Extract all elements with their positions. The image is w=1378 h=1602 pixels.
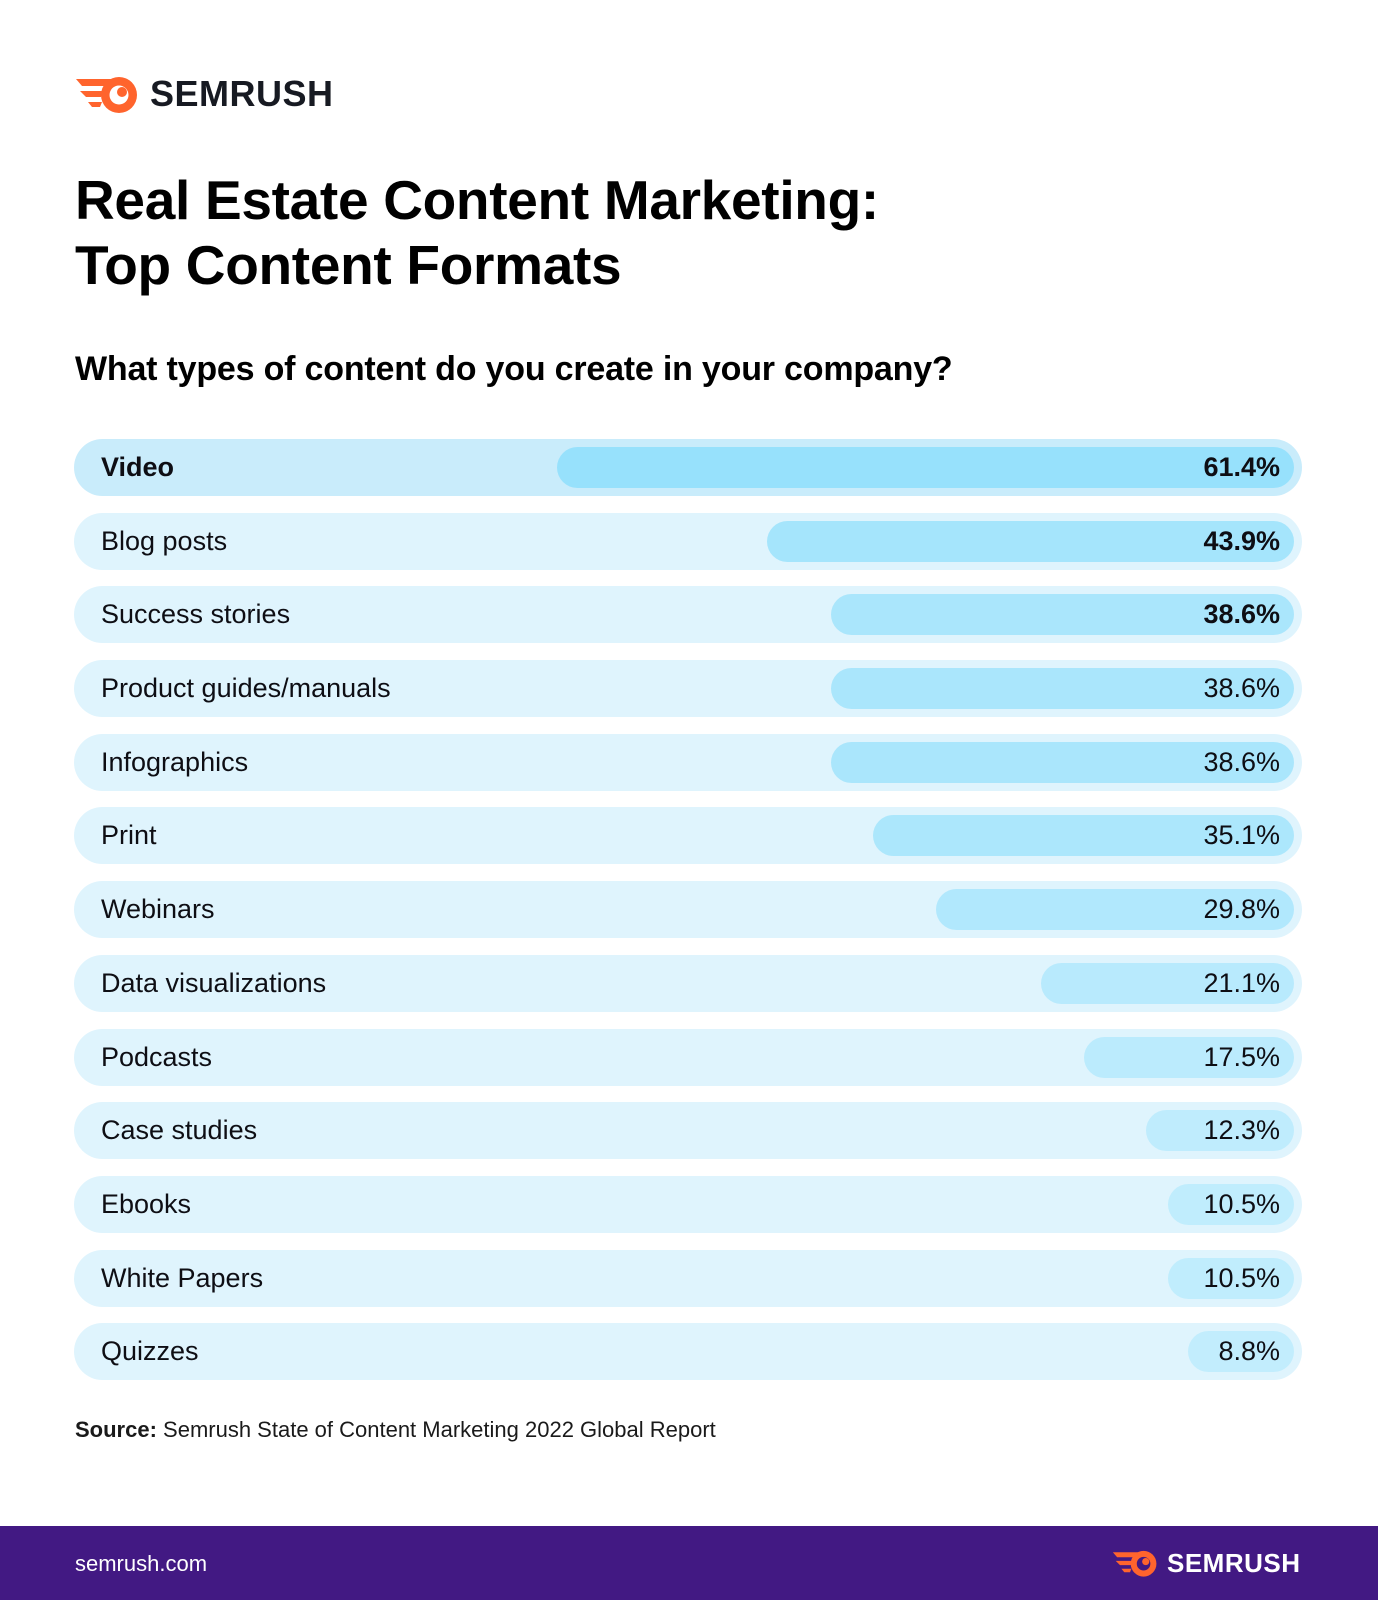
footer-brand-name: SEMRUSH — [1167, 1547, 1301, 1578]
bar-row: Data visualizations 21.1% — [74, 954, 1302, 1012]
bar-value-label: 10.5% — [1203, 1188, 1280, 1219]
bar-chart: Video 61.4% Blog posts 43.9% Success stories… — [74, 439, 1302, 1397]
bar — [831, 668, 1294, 710]
bar — [1168, 1257, 1294, 1299]
bar-row: Print 35.1% — [74, 807, 1302, 865]
source-note: Source: Semrush State of Content Marketi… — [75, 1417, 716, 1443]
bar-row: Product guides/manuals 38.6% — [74, 660, 1302, 718]
source-text: Semrush State of Content Marketing 2022 … — [156, 1417, 716, 1442]
bar — [831, 594, 1294, 636]
bar-row: Infographics 38.6% — [74, 733, 1302, 791]
brand-name: SEMRUSH — [150, 73, 334, 114]
title-line-2: Top Content Formats — [75, 234, 622, 296]
bar-row: Case studies 12.3% — [74, 1102, 1302, 1160]
bar-value-label: 12.3% — [1203, 1115, 1280, 1146]
bar-label: Video — [101, 452, 175, 482]
bar-value-label: 38.6% — [1203, 673, 1280, 704]
bar-value-label: 17.5% — [1203, 1041, 1280, 1072]
bar-label: Ebooks — [101, 1188, 192, 1219]
bar — [873, 815, 1294, 857]
bar-value-label: 10.5% — [1203, 1262, 1280, 1293]
bar — [1084, 1036, 1294, 1078]
bar-label: Infographics — [101, 746, 249, 777]
page-title: Real Estate Content Marketing: Top Conte… — [75, 168, 1275, 298]
bar-label: Webinars — [101, 894, 215, 925]
bar-row: Video 61.4% — [74, 439, 1302, 496]
bar-value-label: 61.4% — [1203, 452, 1280, 482]
bar — [767, 520, 1294, 562]
semrush-rocket-icon — [76, 77, 137, 113]
footer-semrush-logo: SEMRUSH — [1111, 1546, 1301, 1580]
semrush-logo: SEMRUSH — [74, 70, 334, 118]
bar — [831, 741, 1294, 783]
footer-url[interactable]: semrush.com — [75, 1551, 208, 1576]
bar-row: White Papers 10.5% — [74, 1249, 1302, 1307]
bar-value-label: 35.1% — [1203, 820, 1280, 851]
bar-row: Podcasts 17.5% — [74, 1028, 1302, 1086]
bar — [1168, 1183, 1294, 1225]
bar-row: Blog posts 43.9% — [74, 512, 1302, 570]
bar-value-label: 8.8% — [1218, 1336, 1280, 1367]
bar-label: Success stories — [101, 599, 291, 630]
bar-label: Print — [101, 820, 157, 851]
bar-value-label: 21.1% — [1203, 967, 1280, 998]
bar-label: White Papers — [101, 1262, 264, 1293]
bar-value-label: 38.6% — [1203, 599, 1280, 630]
bar-row: Webinars 29.8% — [74, 881, 1302, 939]
bar-label: Quizzes — [101, 1336, 199, 1367]
bar-label: Blog posts — [101, 525, 228, 556]
bar-label: Data visualizations — [101, 967, 327, 998]
bar-label: Podcasts — [101, 1041, 213, 1072]
chart-question: What types of content do you create in y… — [75, 350, 953, 388]
bar — [1188, 1331, 1294, 1373]
bar-row: Ebooks 10.5% — [74, 1175, 1302, 1233]
bar-value-label: 29.8% — [1203, 894, 1280, 925]
title-line-1: Real Estate Content Marketing: — [75, 169, 879, 231]
semrush-rocket-icon — [1112, 1550, 1157, 1577]
bar — [936, 889, 1294, 931]
source-label: Source: — [75, 1417, 157, 1442]
bar-label: Case studies — [101, 1115, 258, 1146]
bar — [557, 447, 1294, 488]
bar-label: Product guides/manuals — [101, 673, 391, 704]
bar — [1041, 962, 1294, 1004]
bar-value-label: 38.6% — [1203, 746, 1280, 777]
bar-row: Quizzes 8.8% — [74, 1323, 1302, 1381]
bar — [1146, 1110, 1294, 1152]
footer-bar: semrush.com SEMRUSH — [0, 1526, 1378, 1600]
bar-value-label: 43.9% — [1203, 525, 1280, 556]
bar-row: Success stories 38.6% — [74, 586, 1302, 644]
